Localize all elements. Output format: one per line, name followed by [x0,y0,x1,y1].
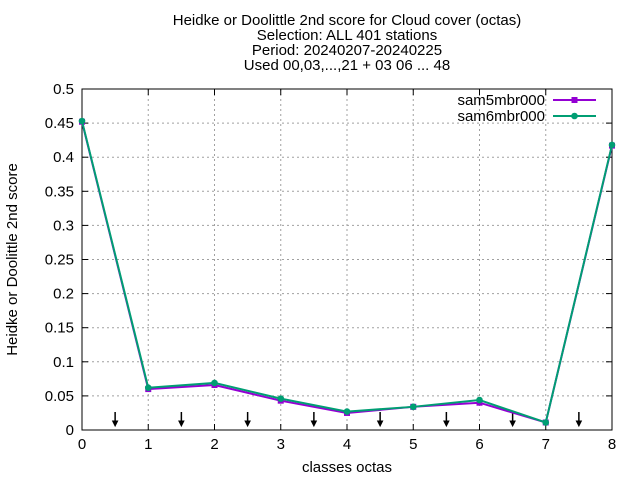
x-tick-label: 1 [144,436,152,453]
x-axis-ticks: 0 1 2 3 4 5 6 7 8 [78,89,616,453]
legend-item: sam5mbr000 [457,92,596,109]
x-tick-label: 3 [277,436,285,453]
x-tick-label: 2 [210,436,218,453]
data-point [542,419,550,426]
down-arrow-icon [310,412,318,428]
data-point [476,396,483,404]
down-arrow-icon [376,412,384,428]
x-tick-label: 4 [343,436,351,453]
data-point [144,384,152,392]
x-tick-label: 5 [409,436,417,453]
y-tick-label: 0.25 [45,252,74,269]
y-tick-label: 0.2 [53,286,74,303]
grid [82,89,612,430]
y-tick-label: 0.1 [53,354,74,371]
legend-marker [571,97,578,103]
arrow-annotations [111,412,583,428]
down-arrow-icon [509,412,516,428]
chart-title: Heidke or Doolittle 2nd score for Cloud … [173,12,522,74]
legend-item: sam6mbr000 [457,108,596,125]
y-tick-label: 0.45 [45,115,74,132]
y-tick-label: 0.15 [45,320,74,337]
title-line: Period: 20240207-20240225 [252,42,442,59]
down-arrow-icon [443,412,450,428]
y-axis-ticks: 0 0.05 0.1 0.15 0.2 0.25 0.3 0.35 0.4 0.45 0.5 [45,81,612,439]
y-tick-label: 0.35 [45,183,74,200]
y-tick-label: 0.05 [45,388,74,405]
data-point [409,403,417,411]
data-point [343,408,351,415]
y-tick-label: 0 [66,422,74,439]
data-point [277,395,285,402]
legend-label: sam5mbr000 [457,92,545,109]
series-line [81,121,613,424]
series-sam6mbr000 [78,117,616,426]
y-tick-label: 0.4 [53,149,74,166]
x-tick-label: 6 [475,436,483,453]
x-tick-label: 8 [608,436,616,453]
down-arrow-icon [244,412,251,428]
down-arrow-icon [575,412,583,428]
x-tick-label: 7 [542,436,550,453]
y-tick-label: 0.5 [53,81,74,98]
down-arrow-icon [178,412,185,428]
x-axis-label: classes octas [302,459,392,476]
legend-label: sam6mbr000 [457,108,545,125]
series-line [81,120,613,424]
data-point [608,141,616,149]
data-point [211,379,218,387]
down-arrow-icon [111,412,119,428]
title-line: Selection: ALL 401 stations [257,27,437,44]
title-line: Used 00,03,...,21 + 03 06 ... 48 [244,57,450,74]
legend-marker [571,112,578,120]
y-axis-label: Heidke or Doolittle 2nd score [4,163,21,356]
series [78,117,616,426]
title-line: Heidke or Doolittle 2nd score for Cloud … [173,12,522,29]
x-tick-label: 0 [78,436,86,453]
data-point [78,117,86,125]
y-tick-label: 0.3 [53,217,74,234]
